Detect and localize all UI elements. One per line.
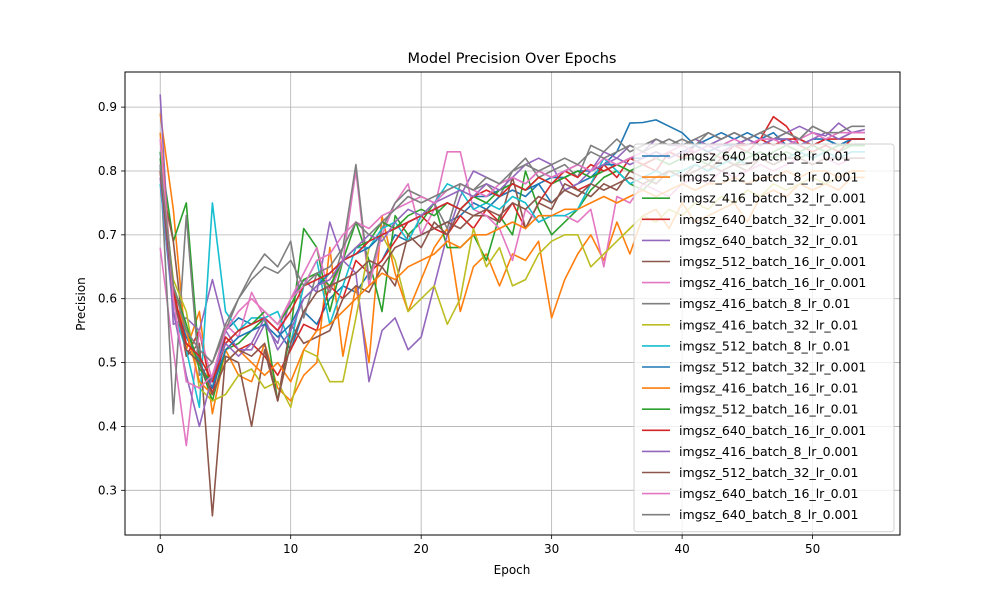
x-axis-label: Epoch: [494, 563, 531, 577]
legend-label: imgsz_640_batch_8_lr_0.01: [679, 149, 850, 164]
y-tick-label: 0.8: [98, 164, 117, 178]
legend-label: imgsz_640_batch_32_lr_0.01: [679, 233, 858, 248]
x-tick-label: 10: [283, 542, 298, 556]
legend-label: imgsz_416_batch_16_lr_0.01: [679, 381, 858, 396]
plot-frame: [124, 71, 901, 536]
y-axis-label: Precision: [74, 277, 88, 331]
legend-label: imgsz_416_batch_8_lr_0.01: [679, 296, 850, 311]
legend-label: imgsz_512_batch_16_lr_0.001: [679, 254, 866, 269]
chart-title: Model Precision Over Epochs: [408, 51, 617, 67]
legend-label: imgsz_512_batch_8_lr_0.001: [679, 170, 858, 185]
x-tick-label: 30: [544, 542, 559, 556]
legend-label: imgsz_416_batch_32_lr_0.01: [679, 317, 858, 332]
x-tick-label: 20: [414, 542, 429, 556]
legend-label: imgsz_640_batch_16_lr_0.001: [679, 423, 866, 438]
x-tick-label: 0: [156, 542, 164, 556]
y-tick-label: 0.5: [98, 356, 117, 370]
axis-ticks: 0 10 20 30 40 50 0.3 0.4 0.5 0.6 0.7 0.8 0.9: [98, 100, 820, 556]
y-tick-label: 0.3: [98, 483, 117, 497]
legend-label: imgsz_640_batch_8_lr_0.001: [679, 507, 858, 522]
y-tick-label: 0.7: [98, 228, 117, 242]
series-line-18: [159, 125, 865, 364]
legend-label: imgsz_640_batch_16_lr_0.01: [679, 486, 858, 501]
y-tick-label: 0.6: [98, 292, 117, 306]
legend-label: imgsz_512_batch_8_lr_0.01: [679, 338, 850, 353]
y-tick-label: 0.9: [98, 100, 117, 114]
legend-label: imgsz_512_batch_32_lr_0.01: [679, 465, 858, 480]
legend-label: imgsz_512_batch_16_lr_0.01: [679, 402, 858, 417]
y-tick-label: 0.4: [98, 419, 117, 433]
legend-label: imgsz_416_batch_32_lr_0.001: [679, 191, 866, 206]
legend-label: imgsz_416_batch_16_lr_0.001: [679, 275, 866, 290]
legend: imgsz_640_batch_8_lr_0.01 imgsz_512_batch…: [633, 143, 895, 533]
legend-label: imgsz_416_batch_8_lr_0.001: [679, 444, 858, 459]
legend-label: imgsz_640_batch_32_lr_0.001: [679, 212, 866, 227]
legend-box: [633, 143, 895, 533]
x-tick-label: 50: [805, 542, 820, 556]
legend-label: imgsz_512_batch_32_lr_0.001: [679, 360, 866, 375]
x-tick-label: 40: [674, 542, 689, 556]
